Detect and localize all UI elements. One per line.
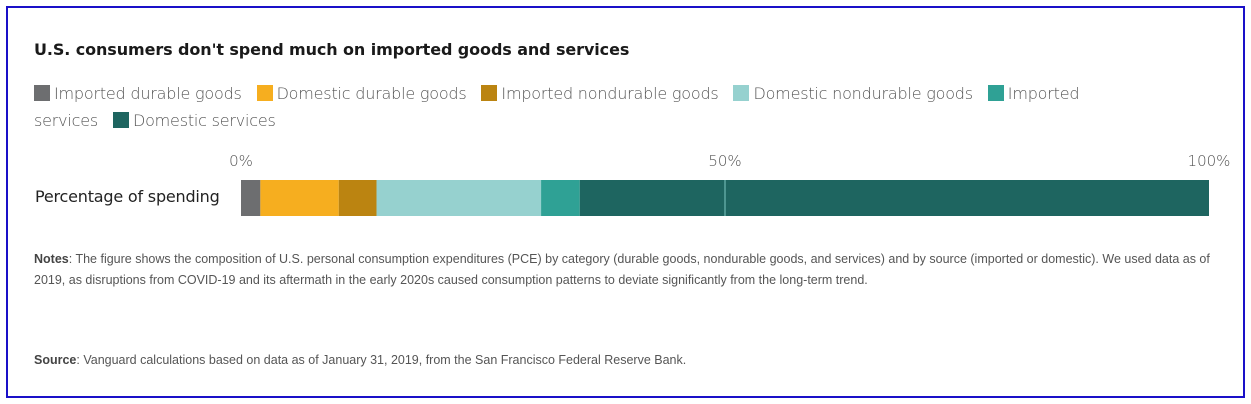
source-label: Source (34, 353, 77, 367)
legend-label: Imported services (34, 84, 1080, 130)
x-tick-label: 50% (708, 152, 742, 170)
legend-swatch (256, 85, 273, 101)
category-label: Percentage of spending (35, 187, 220, 206)
chart-title: U.S. consumers don't spend much on impor… (34, 40, 630, 59)
notes-text: : The figure shows the composition of U.… (34, 252, 1210, 287)
legend-item-domestic-nondurable-goods: Domestic nondurable goods (733, 84, 973, 103)
bar-segment-imported-nondurable-goods (338, 180, 377, 216)
bar-segment-domestic-services (579, 180, 1209, 216)
legend-item-domestic-durable-goods: Domestic durable goods (256, 84, 467, 103)
legend-label: Imported nondurable goods (501, 84, 719, 103)
x-axis-ticks: 0% 50% 100% (0, 152, 1251, 174)
source-text: : Vanguard calculations based on data as… (76, 353, 687, 367)
legend-item-domestic-services: Domestic services (112, 111, 276, 130)
legend-swatch (481, 85, 498, 101)
legend-label: Domestic durable goods (276, 84, 467, 103)
legend-label: Domestic nondurable goods (753, 84, 973, 103)
legend-item-imported-nondurable-goods: Imported nondurable goods (481, 84, 719, 103)
legend-swatch (34, 85, 50, 101)
notes-label: Notes (34, 252, 69, 266)
bar-segment-imported-durable-goods (241, 180, 261, 216)
bar-segment-imported-services (541, 180, 580, 216)
bar-segment-domestic-durable-goods (260, 180, 339, 216)
x-tick-label: 0% (229, 152, 253, 170)
legend-label: Imported durable goods (54, 84, 242, 103)
bar-segment-domestic-nondurable-goods (376, 180, 542, 216)
legend-label: Domestic services (132, 111, 276, 130)
legend-swatch (987, 85, 1004, 101)
x-tick-label: 100% (1187, 152, 1231, 170)
chart-source: Source: Vanguard calculations based on d… (34, 350, 1214, 371)
legend-item-imported-services: Imported services (34, 84, 1080, 130)
legend-swatch (733, 85, 750, 101)
chart-legend: Imported durable goods Domestic durable … (34, 80, 1154, 134)
chart-notes: Notes: The figure shows the composition … (34, 249, 1214, 291)
legend-item-imported-durable-goods: Imported durable goods (34, 84, 242, 103)
legend-swatch (112, 112, 129, 128)
